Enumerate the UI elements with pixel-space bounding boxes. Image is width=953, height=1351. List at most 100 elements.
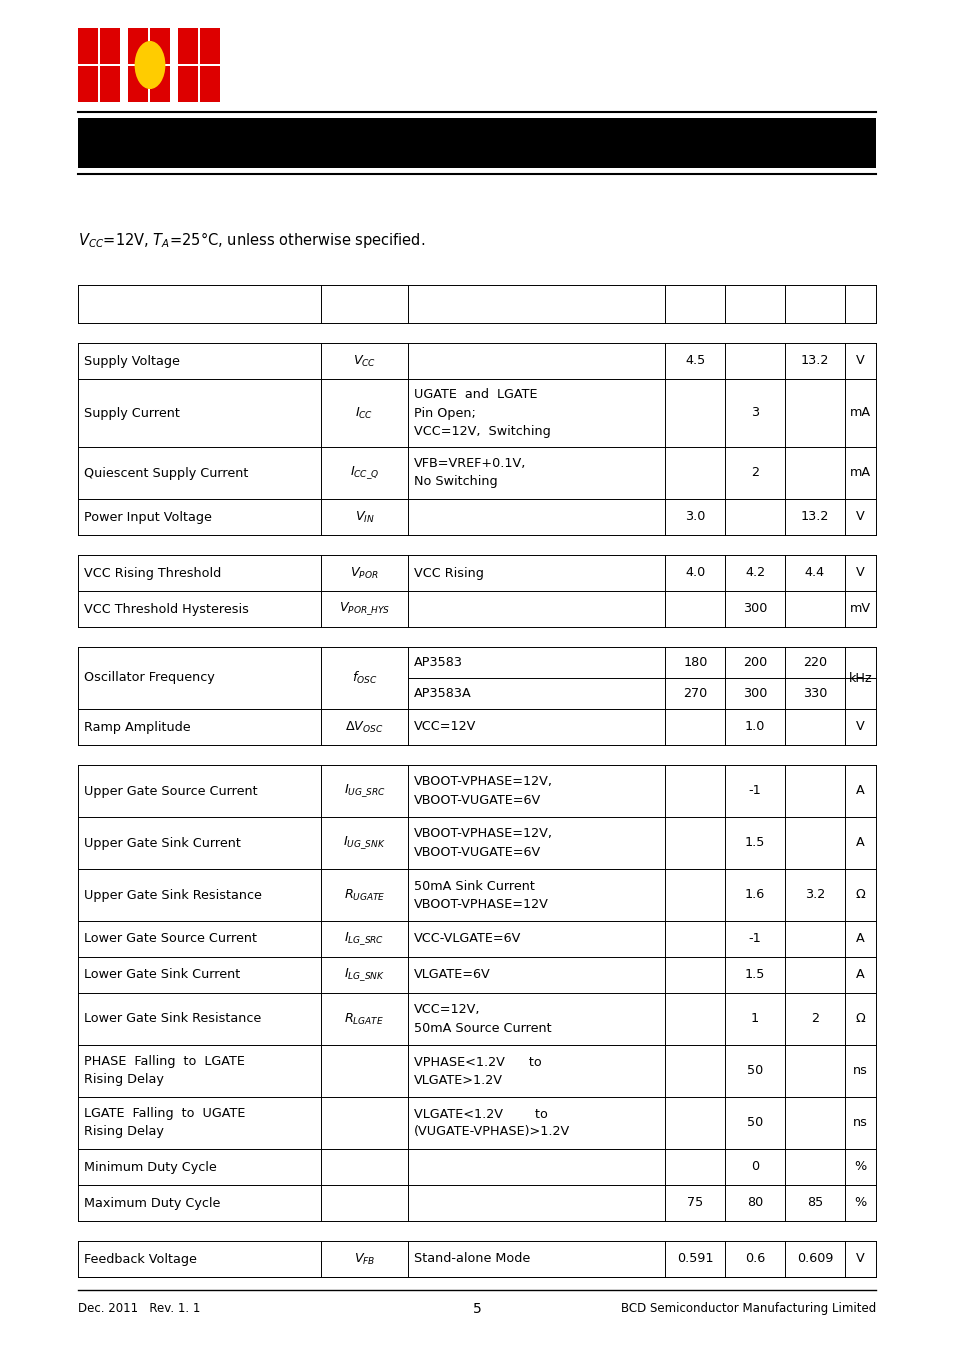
Text: 300: 300 (742, 603, 766, 616)
Text: Supply Voltage: Supply Voltage (84, 354, 180, 367)
Bar (78, 66, 98, 101)
Text: $R_{LGATE}$: $R_{LGATE}$ (344, 1012, 384, 1027)
Text: $f_{OSC}$: $f_{OSC}$ (352, 670, 376, 686)
Text: Feedback Voltage: Feedback Voltage (84, 1252, 196, 1266)
Bar (150, 66, 170, 101)
Text: ns: ns (852, 1116, 867, 1129)
Text: 80: 80 (746, 1197, 762, 1209)
Text: VFB=VREF+0.1V,
No Switching: VFB=VREF+0.1V, No Switching (414, 458, 525, 489)
Text: VBOOT-VPHASE=12V,
VBOOT-VUGATE=6V: VBOOT-VPHASE=12V, VBOOT-VUGATE=6V (414, 828, 552, 858)
Bar (78, 1046, 875, 1097)
Text: VPHASE<1.2V      to
VLGATE>1.2V: VPHASE<1.2V to VLGATE>1.2V (414, 1055, 540, 1086)
Text: 50: 50 (746, 1116, 762, 1129)
Text: VCC=12V,
50mA Source Current: VCC=12V, 50mA Source Current (414, 1004, 551, 1035)
Bar (100, 28, 120, 63)
Text: ns: ns (852, 1065, 867, 1078)
Bar (78, 380, 875, 447)
Text: Oscillator Frequency: Oscillator Frequency (84, 671, 214, 685)
Bar (78, 118, 875, 168)
Text: 50mA Sink Current
VBOOT-VPHASE=12V: 50mA Sink Current VBOOT-VPHASE=12V (414, 880, 548, 911)
Bar (78, 1242, 875, 1277)
Bar (78, 817, 875, 869)
Text: V: V (855, 1252, 864, 1266)
Text: VCC=12V: VCC=12V (414, 720, 476, 734)
Text: Power Input Voltage: Power Input Voltage (84, 511, 212, 523)
Text: VCC Rising: VCC Rising (414, 566, 483, 580)
Text: VCC Rising Threshold: VCC Rising Threshold (84, 566, 221, 580)
Text: 85: 85 (806, 1197, 822, 1209)
Text: VLGATE<1.2V        to
(VUGATE-VPHASE)>1.2V: VLGATE<1.2V to (VUGATE-VPHASE)>1.2V (414, 1108, 569, 1139)
Text: $I_{CC}$: $I_{CC}$ (355, 405, 374, 420)
Text: $I_{LG\_SNK}$: $I_{LG\_SNK}$ (344, 966, 385, 984)
Text: 0.6: 0.6 (744, 1252, 764, 1266)
Bar (200, 66, 220, 101)
Bar (78, 447, 875, 499)
Text: 13.2: 13.2 (800, 354, 828, 367)
Text: LGATE  Falling  to  UGATE
Rising Delay: LGATE Falling to UGATE Rising Delay (84, 1108, 245, 1139)
Bar (78, 744, 875, 765)
Text: $V_{IN}$: $V_{IN}$ (355, 509, 374, 524)
Text: Dec. 2011   Rev. 1. 1: Dec. 2011 Rev. 1. 1 (78, 1302, 200, 1315)
Text: Ω: Ω (855, 889, 864, 901)
Text: 270: 270 (682, 688, 706, 700)
Text: 4.0: 4.0 (684, 566, 704, 580)
Text: 75: 75 (686, 1197, 702, 1209)
Text: 13.2: 13.2 (800, 511, 828, 523)
Text: 4.2: 4.2 (744, 566, 764, 580)
Text: Upper Gate Sink Current: Upper Gate Sink Current (84, 836, 240, 850)
Text: V: V (855, 720, 864, 734)
Text: $V_{POR\_HYS}$: $V_{POR\_HYS}$ (338, 601, 390, 617)
Text: VCC Threshold Hysteresis: VCC Threshold Hysteresis (84, 603, 249, 616)
Text: Minimum Duty Cycle: Minimum Duty Cycle (84, 1161, 216, 1174)
Text: %: % (854, 1161, 865, 1174)
Text: V: V (855, 354, 864, 367)
Text: 1.6: 1.6 (744, 889, 764, 901)
Text: Ramp Amplitude: Ramp Amplitude (84, 720, 191, 734)
Text: A: A (855, 969, 864, 981)
Text: -1: -1 (748, 785, 760, 797)
Bar (78, 1148, 875, 1185)
Bar (78, 1097, 875, 1148)
Bar (178, 66, 198, 101)
Bar (78, 869, 875, 921)
Text: $I_{UG\_SNK}$: $I_{UG\_SNK}$ (343, 835, 385, 851)
Bar (78, 590, 875, 627)
Text: $I_{LG\_SRC}$: $I_{LG\_SRC}$ (344, 931, 384, 947)
Text: 220: 220 (802, 657, 826, 669)
Bar (78, 647, 875, 709)
Bar (78, 765, 875, 817)
Text: Maximum Duty Cycle: Maximum Duty Cycle (84, 1197, 220, 1209)
Bar (178, 28, 198, 63)
Bar (78, 957, 875, 993)
Bar (78, 323, 875, 343)
Text: Ω: Ω (855, 1012, 864, 1025)
Bar (78, 921, 875, 957)
Text: UGATE  and  LGATE
Pin Open;
VCC=12V,  Switching: UGATE and LGATE Pin Open; VCC=12V, Switc… (414, 389, 550, 438)
Text: kHz: kHz (848, 671, 871, 685)
Bar (78, 993, 875, 1046)
Bar (128, 66, 148, 101)
Text: 4.4: 4.4 (804, 566, 824, 580)
Bar (78, 285, 875, 323)
Text: Supply Current: Supply Current (84, 407, 180, 420)
Text: mV: mV (849, 603, 870, 616)
Text: $V_{CC}$=12V, $T_{A}$=25°C, unless otherwise specified.: $V_{CC}$=12V, $T_{A}$=25°C, unless other… (78, 230, 425, 250)
Text: 1.5: 1.5 (744, 969, 764, 981)
Bar (150, 28, 170, 63)
Text: 0.591: 0.591 (677, 1252, 713, 1266)
Text: V: V (855, 566, 864, 580)
Bar (78, 28, 98, 63)
Text: $V_{FB}$: $V_{FB}$ (354, 1251, 375, 1266)
Text: 180: 180 (682, 657, 707, 669)
Text: 0.609: 0.609 (796, 1252, 832, 1266)
Bar (78, 1221, 875, 1242)
Text: Stand-alone Mode: Stand-alone Mode (414, 1252, 529, 1266)
Text: VLGATE=6V: VLGATE=6V (414, 969, 490, 981)
Text: $I_{UG\_SRC}$: $I_{UG\_SRC}$ (343, 782, 385, 800)
Text: $V_{POR}$: $V_{POR}$ (350, 566, 378, 581)
Text: 3.2: 3.2 (804, 889, 824, 901)
Text: -1: -1 (748, 932, 760, 946)
Text: 330: 330 (801, 688, 826, 700)
Text: Upper Gate Sink Resistance: Upper Gate Sink Resistance (84, 889, 262, 901)
Text: 2: 2 (810, 1012, 818, 1025)
